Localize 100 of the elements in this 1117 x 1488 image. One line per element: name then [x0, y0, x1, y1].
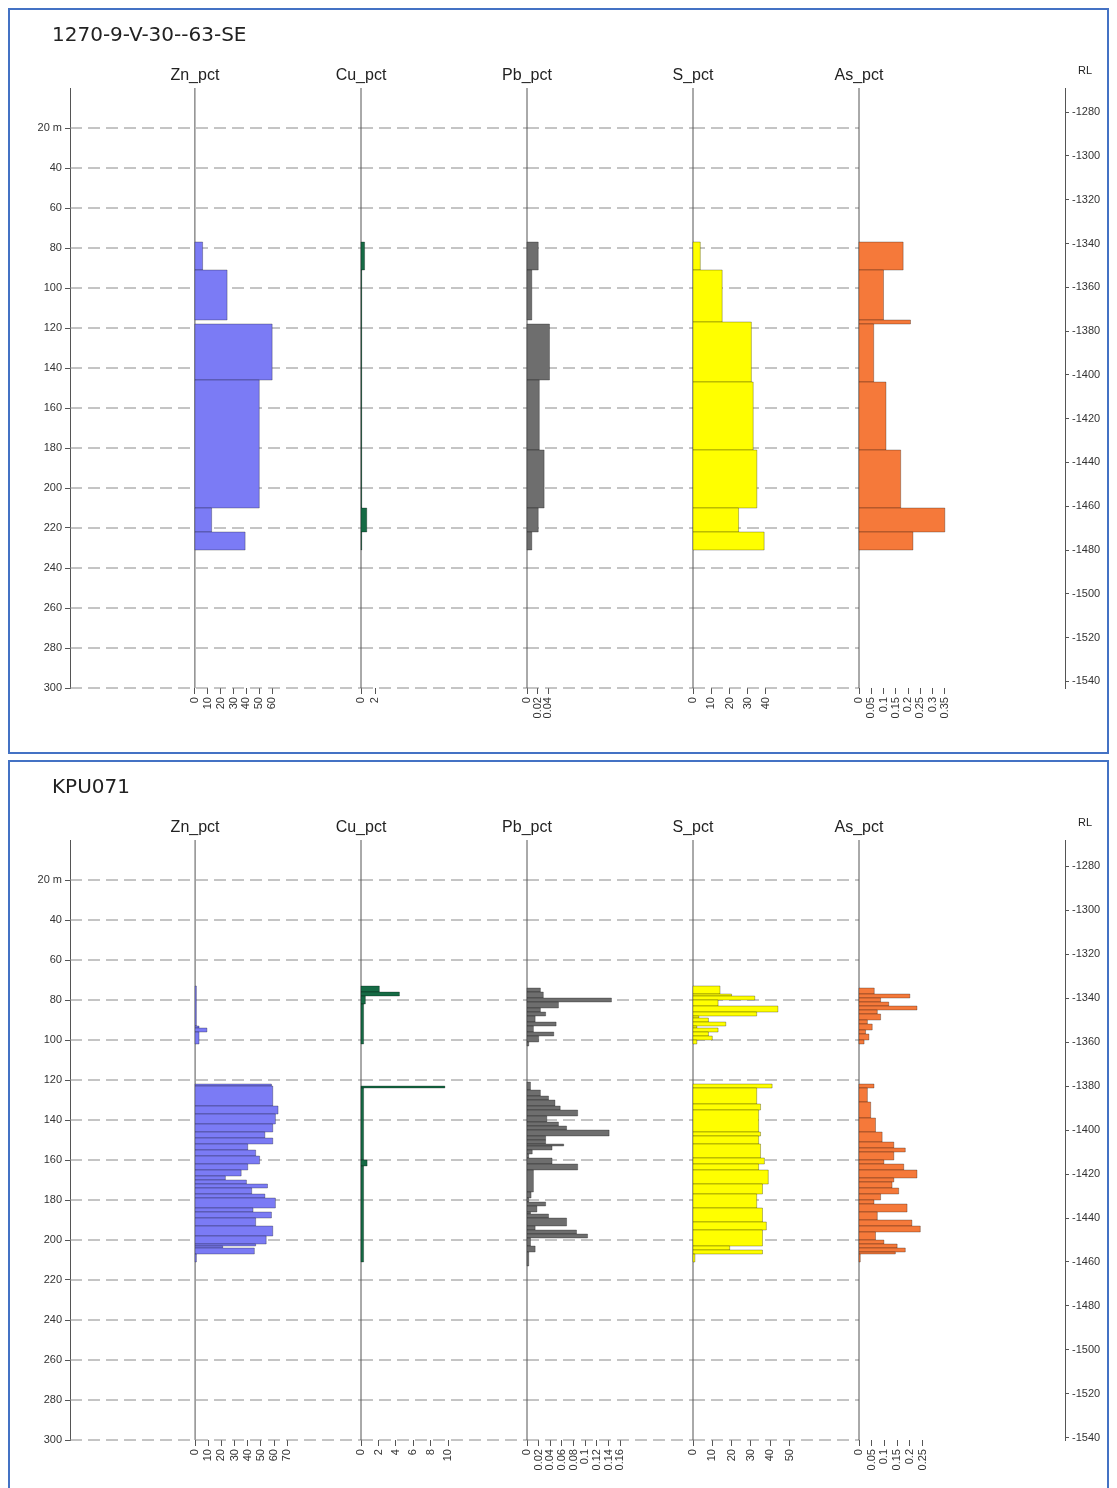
x-tick-label: 10 — [201, 1449, 214, 1462]
x-tick-label: 0.15 — [890, 1449, 903, 1471]
y-tick-label: 280 — [43, 641, 62, 654]
x-tick-label: 50 — [252, 697, 265, 710]
chart-title: As_pct — [834, 66, 884, 84]
x-tick-label: 20 — [213, 697, 226, 710]
x-tick-label: 30 — [226, 697, 239, 710]
y-tick-label: 300 — [43, 1433, 62, 1446]
y2-tick-label: -1400 — [1072, 1123, 1101, 1136]
y2-tick-label: -1460 — [1072, 499, 1101, 512]
x-tick-label: 40 — [763, 1449, 776, 1462]
y2-tick-label: -1400 — [1072, 367, 1101, 380]
y-tick-label: 300 — [43, 681, 62, 694]
y-tick-label: 60 — [49, 201, 62, 214]
x-tick-label: 0.05 — [864, 697, 877, 719]
x-tick-label: 60 — [265, 697, 278, 710]
chart-title: As_pct — [834, 818, 884, 836]
y-tick-label: 80 — [49, 993, 62, 1006]
x-tick-label: 0.35 — [937, 697, 950, 719]
y2-tick-label: -1420 — [1072, 1167, 1101, 1180]
y2-tick-label: -1340 — [1072, 991, 1101, 1004]
y-tick-label: 120 — [43, 321, 62, 334]
x-tick-label: 0.1 — [876, 697, 889, 713]
chart-title: Cu_pct — [335, 66, 387, 84]
y-tick-label: 240 — [43, 561, 62, 574]
chart-title: Pb_pct — [502, 818, 552, 836]
x-tick-label: 8 — [423, 1449, 436, 1456]
y-tick-label: 200 — [43, 481, 62, 494]
y2-tick-label: -1420 — [1072, 411, 1101, 424]
chart-title: S_pct — [672, 66, 714, 84]
x-tick-label: 0.3 — [925, 697, 938, 713]
y-tick-label: 20 m — [37, 121, 62, 134]
y2-tick-label: -1480 — [1072, 1298, 1101, 1311]
x-tick-label: 0.25 — [915, 1449, 928, 1471]
y2-tick-label: -1320 — [1072, 192, 1101, 205]
y-tick-label: 280 — [43, 1393, 62, 1406]
y2-tick-label: -1540 — [1072, 1430, 1101, 1443]
y-tick-label: 60 — [49, 953, 62, 966]
y-tick-label: 140 — [43, 1113, 62, 1126]
x-tick-label: 0.12 — [589, 1449, 602, 1471]
y2-tick-label: -1300 — [1072, 903, 1101, 916]
x-tick-label: 10 — [441, 1449, 454, 1462]
chart-title: S_pct — [672, 818, 714, 836]
y2-tick-label: -1280 — [1072, 105, 1101, 118]
x-tick-label: 0.04 — [541, 697, 554, 719]
y-tick-label: 120 — [43, 1073, 62, 1086]
x-tick-label: 30 — [743, 1449, 756, 1462]
x-tick-label: 0.05 — [864, 1449, 877, 1471]
x-tick-label: 0 — [520, 1449, 533, 1456]
x-tick-label: 40 — [239, 697, 252, 710]
y2-tick-label: -1500 — [1072, 1342, 1101, 1355]
y-tick-label: 140 — [43, 361, 62, 374]
y-tick-label: 160 — [43, 1153, 62, 1166]
x-tick-label: 20 — [214, 1449, 227, 1462]
x-tick-label: 50 — [253, 1449, 266, 1462]
chart-title: Cu_pct — [335, 818, 387, 836]
x-tick-label: 0 — [520, 697, 533, 704]
x-tick-label: 0.1 — [578, 1449, 591, 1465]
y2-tick-label: -1440 — [1072, 455, 1101, 468]
y2-tick-label: -1520 — [1072, 630, 1101, 643]
x-tick-label: 2 — [371, 1449, 384, 1456]
x-tick-label: 0.25 — [913, 697, 926, 719]
x-tick-label: 0.02 — [531, 1449, 544, 1471]
chart-title: Pb_pct — [502, 66, 552, 84]
y-tick-label: 180 — [43, 441, 62, 454]
x-tick-label: 0.14 — [601, 1449, 614, 1471]
y-tick-label: 100 — [43, 281, 62, 294]
y-tick-label: 260 — [43, 1353, 62, 1366]
y-tick-label: 240 — [43, 1313, 62, 1326]
y2-tick-label: -1520 — [1072, 1386, 1101, 1399]
y-tick-label: 200 — [43, 1233, 62, 1246]
text: 1270-9-V-30--63-SE — [52, 22, 247, 46]
y2-tick-label: -1360 — [1072, 1035, 1101, 1048]
x-tick-label: 0.08 — [566, 1449, 579, 1471]
x-tick-label: 0.06 — [554, 1449, 567, 1471]
y2-tick-label: -1300 — [1072, 148, 1101, 161]
x-tick-label: 40 — [759, 697, 771, 710]
x-tick-label: 10 — [200, 697, 213, 710]
y2-tick-label: -1440 — [1072, 1211, 1101, 1224]
x-tick-label: 20 — [724, 1449, 737, 1462]
x-tick-label: 70 — [280, 1449, 293, 1462]
x-tick-label: 0 — [686, 1449, 699, 1456]
y-tick-label: 220 — [43, 1273, 62, 1286]
y2-tick-label: -1480 — [1072, 543, 1101, 556]
x-tick-label: 0.16 — [613, 1449, 626, 1471]
y-tick-label: 40 — [49, 161, 62, 174]
x-tick-label: 0 — [354, 697, 367, 704]
x-tick-label: 40 — [240, 1449, 253, 1462]
x-tick-label: 0.04 — [543, 1449, 556, 1471]
y-tick-label: 160 — [43, 401, 62, 414]
y2-axis-title: RL — [1077, 63, 1093, 76]
y-tick-label: 20 m — [37, 873, 62, 886]
y2-tick-label: -1360 — [1072, 280, 1101, 293]
chart-title: Zn_pct — [170, 66, 220, 84]
x-tick-label: 0 — [354, 1449, 367, 1456]
x-tick-label: 0.02 — [530, 697, 543, 719]
x-tick-label: 50 — [782, 1449, 795, 1462]
y2-tick-label: -1540 — [1072, 674, 1101, 687]
y-tick-label: 100 — [43, 1033, 62, 1046]
x-tick-label: 0 — [852, 697, 865, 704]
